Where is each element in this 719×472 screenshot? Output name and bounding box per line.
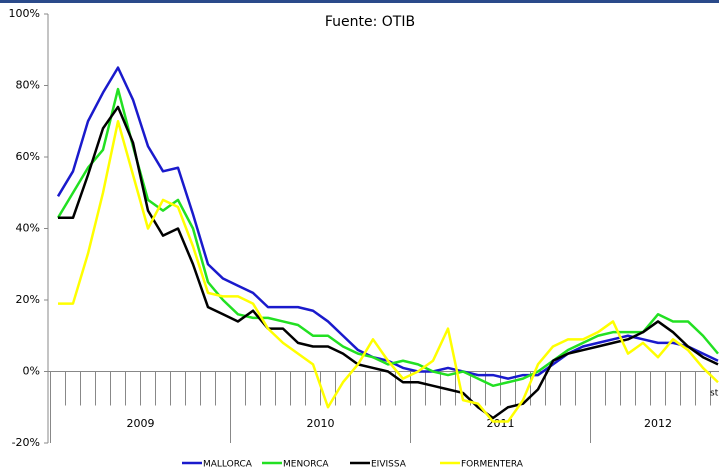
y-tick-label: 80% <box>16 79 40 92</box>
legend-label: MENORCA <box>283 460 329 470</box>
y-tick-label: 20% <box>16 293 40 306</box>
annotation: st <box>710 389 719 399</box>
chart-title: Fuente: OTIB <box>325 14 415 30</box>
legend-label: FORMENTERA <box>461 460 524 470</box>
y-tick-label: 0% <box>23 365 40 378</box>
year-label: 2012 <box>644 417 672 430</box>
series-line <box>56 87 719 388</box>
legend-label: EIVISSA <box>371 460 407 470</box>
year-label: 2010 <box>307 417 335 430</box>
series-line <box>58 105 719 420</box>
year-label: 2009 <box>127 417 155 430</box>
y-tick-label: 40% <box>16 222 40 235</box>
legend-label: MALLORCA <box>203 460 253 470</box>
series-line <box>58 120 719 423</box>
top-border <box>0 0 719 3</box>
y-tick-label: -20% <box>12 436 40 449</box>
y-tick-label: 100% <box>9 7 40 20</box>
y-tick-label: 60% <box>16 150 40 163</box>
